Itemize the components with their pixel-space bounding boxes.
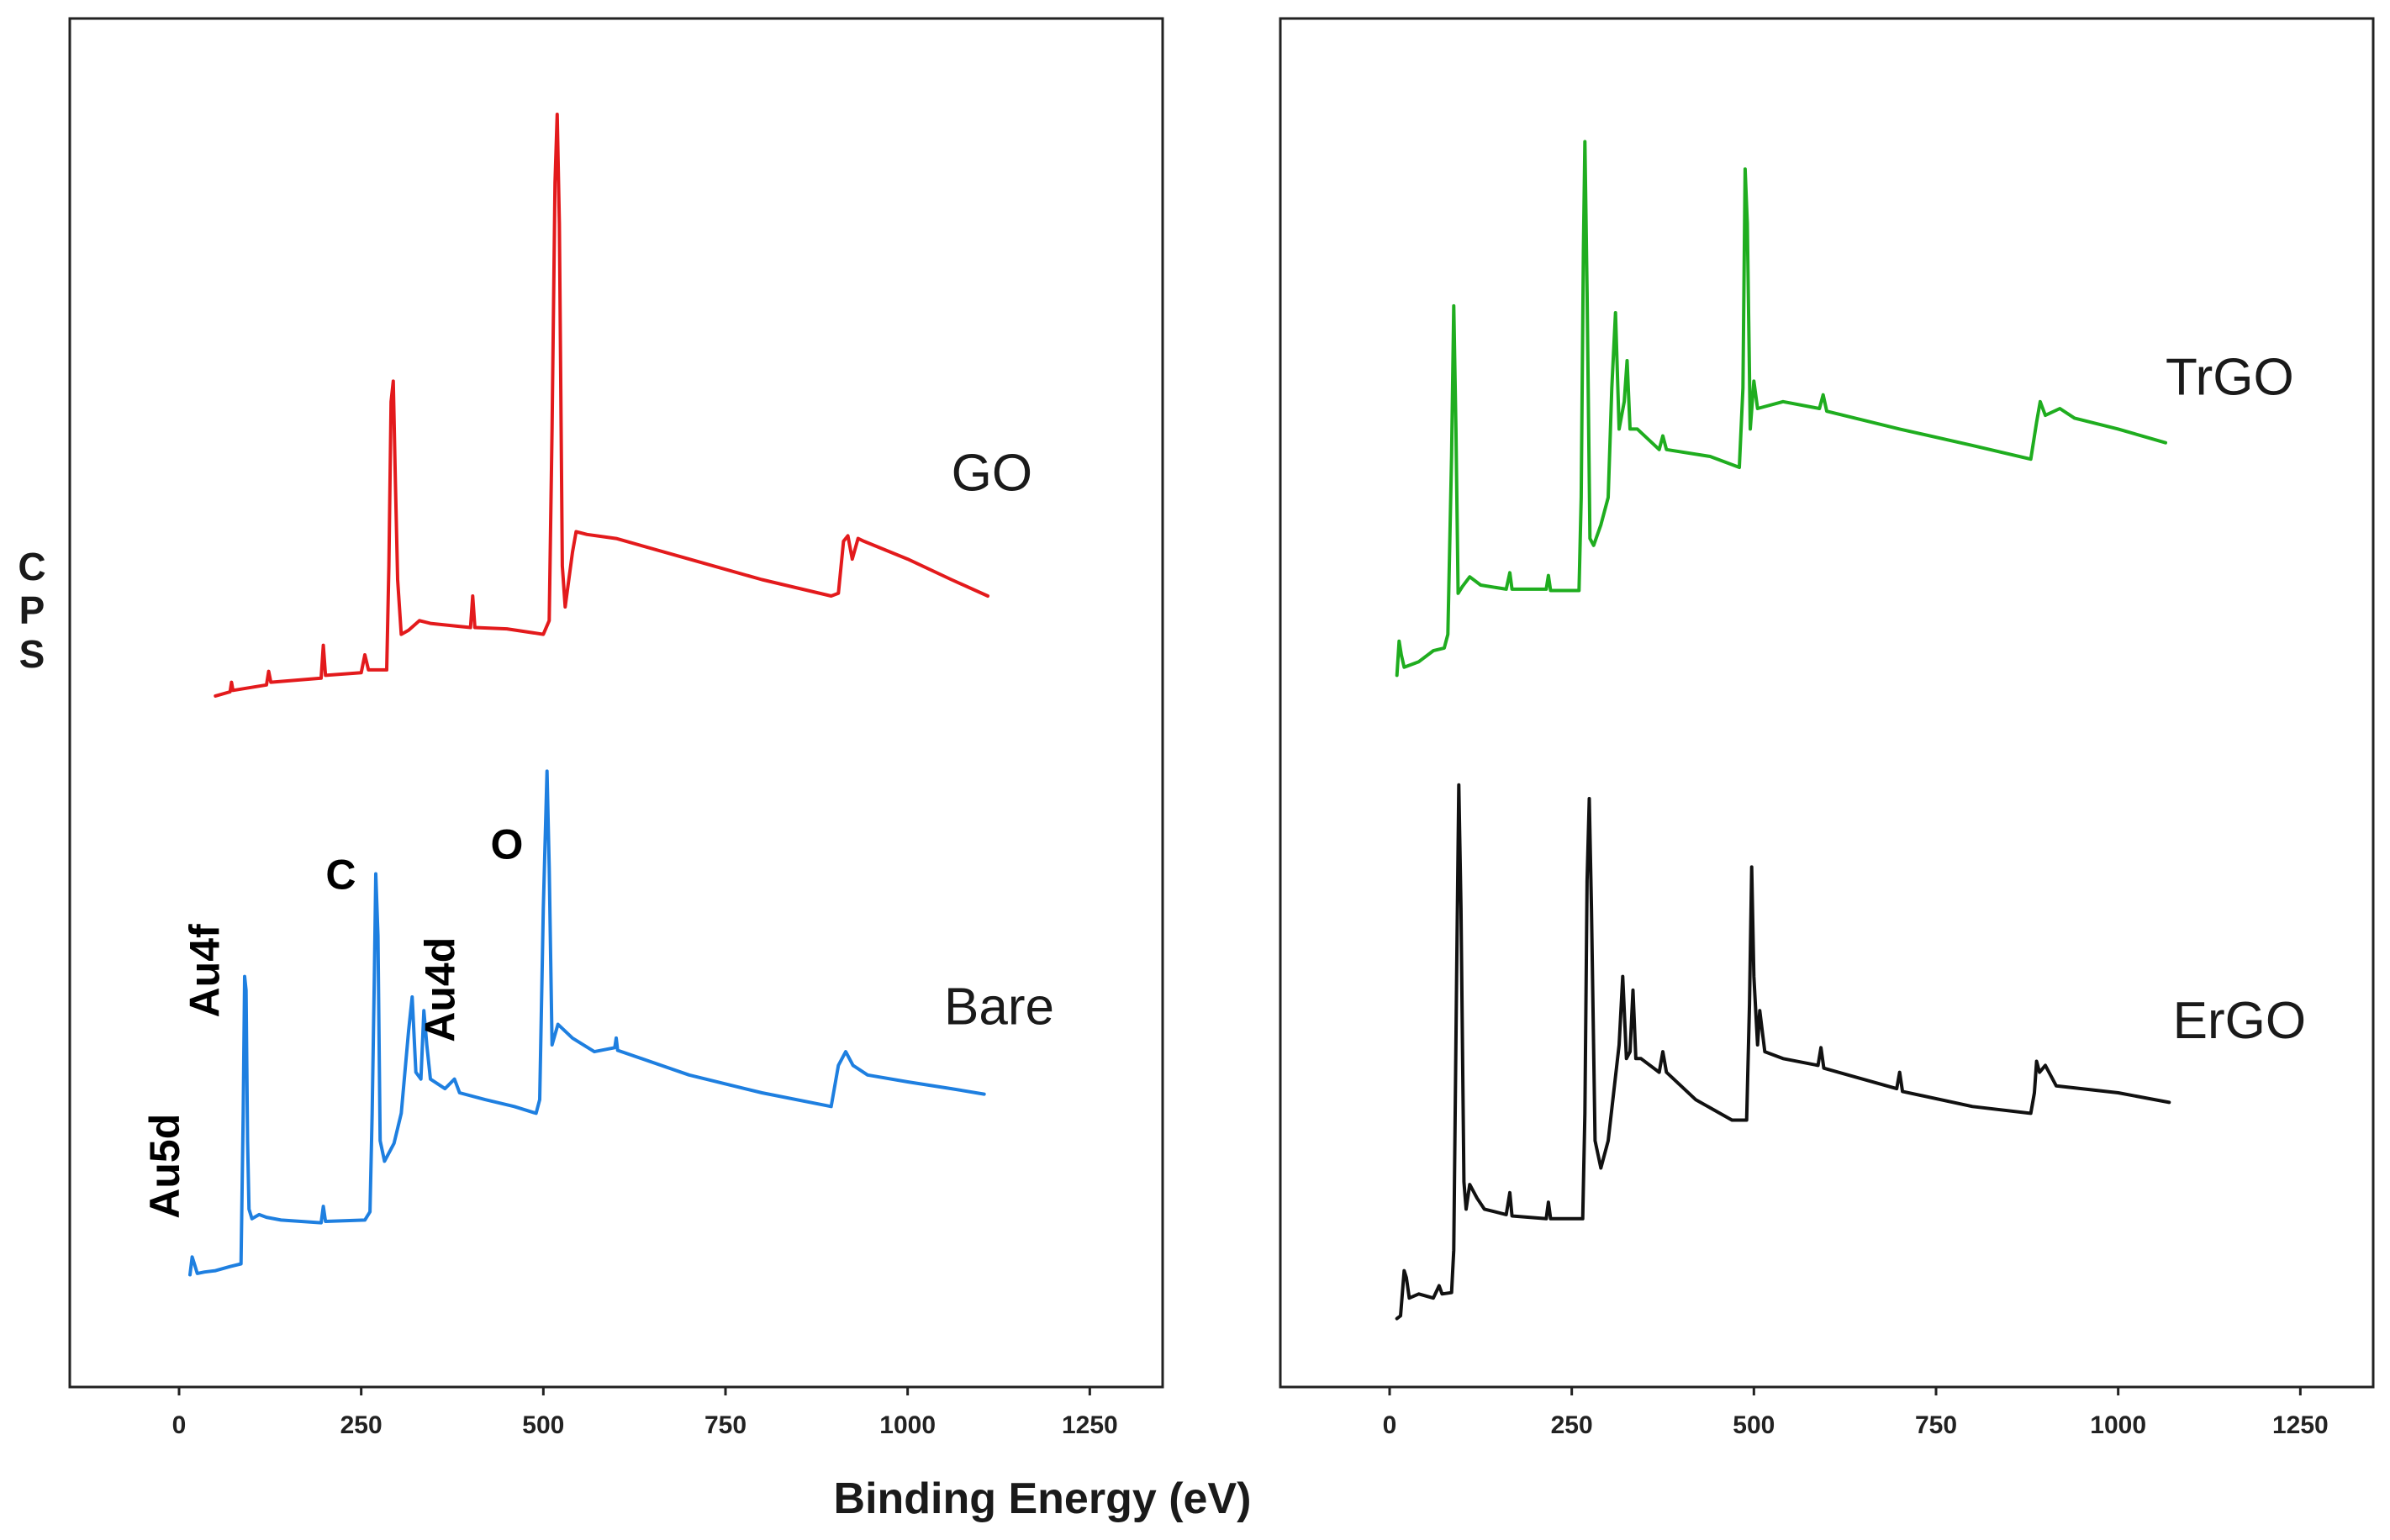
series-label-ergo: ErGO: [2173, 992, 2306, 1050]
left-panel: 0 250 500 750 1000 1250 GO Bare Au5d Au4f C Au4d O: [68, 17, 1164, 1439]
x-tick-label: 500: [1733, 1411, 1775, 1439]
peak-label-au4f: Au4f: [182, 924, 229, 1017]
x-tick-label: 500: [522, 1411, 564, 1439]
x-tick-label: 1000: [2090, 1411, 2146, 1439]
left-panel-series: [188, 113, 989, 1277]
peak-label-au5d: Au5d: [141, 1114, 188, 1219]
y-axis-title-letter: S: [19, 632, 45, 676]
x-tick-label: 1250: [2272, 1411, 2329, 1439]
x-tick-label: 1250: [1062, 1411, 1118, 1439]
right-panel: 0 250 500 750 1000 1250 TrGO ErGO: [1279, 17, 2375, 1439]
series-line-bare: [188, 769, 986, 1277]
y-axis-title-letter: C: [18, 545, 45, 588]
series-label-go: GO: [952, 445, 1032, 503]
left-panel-x-tick-labels: 0 250 500 750 1000 1250: [172, 1411, 1118, 1439]
right-panel-series-labels: TrGO ErGO: [2166, 349, 2306, 1050]
left-panel-x-ticks: [177, 1387, 1091, 1395]
peak-label-au4d: Au4d: [417, 937, 464, 1042]
left-panel-series-labels: GO Bare: [944, 445, 1054, 1036]
x-tick-label: 1000: [879, 1411, 936, 1439]
peak-label-o: O: [491, 821, 524, 868]
series-line-ergo: [1395, 783, 2171, 1321]
y-axis-title: CPS: [18, 545, 45, 676]
x-tick-label: 750: [704, 1411, 747, 1439]
series-line-trgo: [1395, 140, 2167, 678]
peak-label-c: C: [325, 851, 356, 898]
series-label-bare: Bare: [944, 978, 1054, 1036]
x-axis-title: Binding Energy (eV): [834, 1474, 1252, 1523]
left-panel-frame: [68, 17, 1164, 1389]
right-panel-x-tick-labels: 0 250 500 750 1000 1250: [1383, 1411, 2329, 1439]
x-tick-label: 750: [1915, 1411, 1957, 1439]
x-tick-label: 0: [172, 1411, 187, 1439]
left-panel-peak-annotations: Au5d Au4f C Au4d O: [141, 821, 523, 1219]
right-panel-frame: [1279, 17, 2375, 1389]
series-line-go: [214, 113, 989, 698]
x-tick-label: 250: [1551, 1411, 1593, 1439]
right-panel-series: [1395, 140, 2171, 1321]
x-tick-label: 250: [340, 1411, 383, 1439]
y-axis-title-letter: P: [19, 588, 45, 632]
right-panel-x-ticks: [1388, 1387, 2302, 1395]
x-tick-label: 0: [1383, 1411, 1397, 1439]
series-label-trgo: TrGO: [2166, 349, 2294, 407]
